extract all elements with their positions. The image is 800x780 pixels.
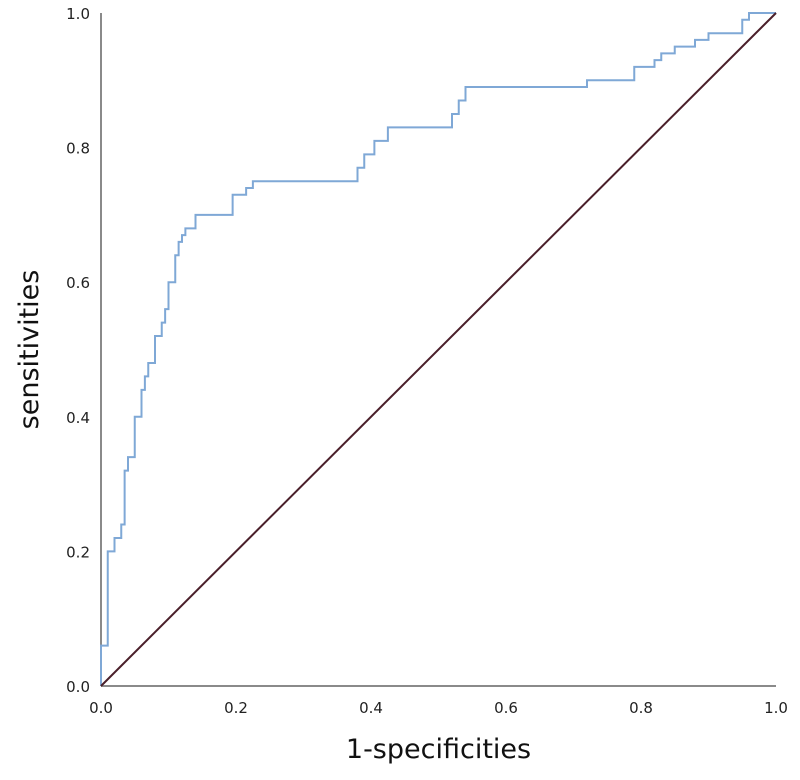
y-tick-labels: 0.0 0.2 0.4 0.6 0.8 1.0 <box>66 5 90 696</box>
x-tick-label-5: 1.0 <box>764 699 788 717</box>
y-tick-label-3: 0.6 <box>66 274 90 292</box>
y-tick-label-4: 0.8 <box>66 140 90 158</box>
reference-diagonal-line <box>100 12 777 687</box>
roc-curve-line <box>100 12 776 686</box>
y-tick-label-0: 0.0 <box>66 678 90 696</box>
y-tick-label-1: 0.2 <box>66 543 90 561</box>
x-tick-label-1: 0.2 <box>224 699 248 717</box>
y-tick-label-2: 0.4 <box>66 409 90 427</box>
series-layer <box>100 12 777 687</box>
x-tick-label-4: 0.8 <box>629 699 653 717</box>
x-tick-label-3: 0.6 <box>494 699 518 717</box>
x-tick-label-2: 0.4 <box>359 699 383 717</box>
y-tick-label-5: 1.0 <box>66 5 90 23</box>
y-axis-title: sensitivities <box>14 270 45 430</box>
axes <box>100 13 776 687</box>
x-tick-labels: 0.0 0.2 0.4 0.6 0.8 1.0 <box>89 699 788 717</box>
x-axis-title: 1-specificities <box>346 734 531 765</box>
x-tick-label-0: 0.0 <box>89 699 113 717</box>
